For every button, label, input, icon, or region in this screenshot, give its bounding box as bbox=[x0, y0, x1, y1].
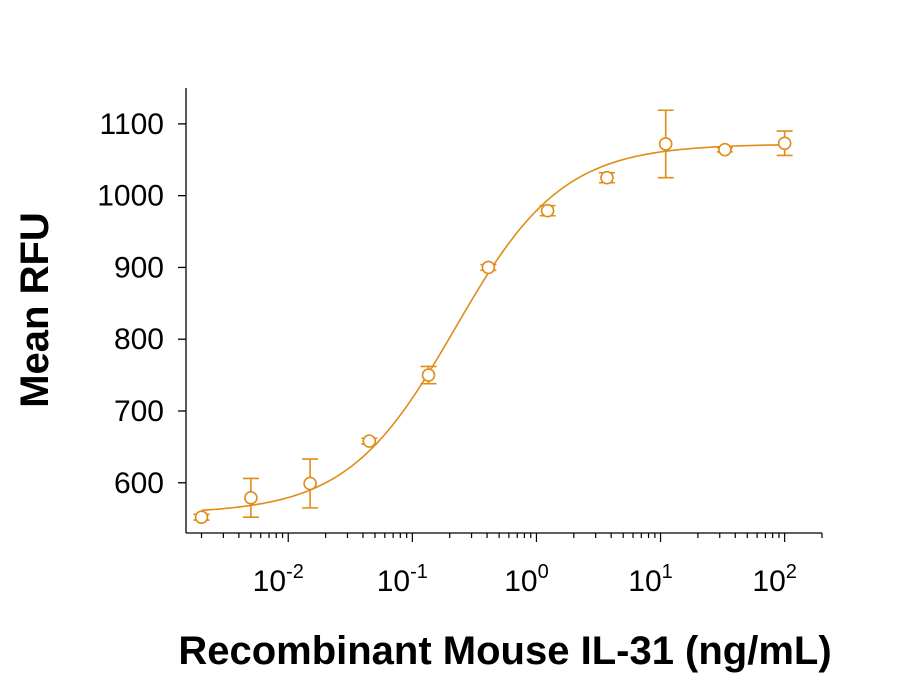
y-tick-label: 600 bbox=[114, 467, 164, 500]
point-marker bbox=[244, 491, 258, 505]
data-point bbox=[776, 130, 793, 157]
x-tick-base: 10 bbox=[377, 565, 410, 598]
x-tick-exponent: 1 bbox=[662, 561, 673, 583]
point-marker bbox=[600, 170, 614, 185]
x-tick-base: 10 bbox=[504, 565, 537, 598]
point-marker bbox=[777, 136, 792, 151]
y-tick-label: 800 bbox=[114, 323, 164, 356]
x-tick-label: 10-2 bbox=[253, 561, 304, 598]
x-tick-label: 101 bbox=[628, 561, 673, 598]
point-marker bbox=[658, 137, 673, 151]
x-tick-label: 100 bbox=[504, 561, 549, 598]
fit-curve bbox=[201, 144, 785, 512]
x-tick-label: 10-1 bbox=[377, 561, 428, 598]
y-tick-label: 1000 bbox=[97, 180, 164, 213]
x-tick-base: 10 bbox=[253, 565, 286, 598]
point-marker bbox=[481, 260, 496, 275]
data-point bbox=[480, 260, 497, 275]
axes bbox=[185, 88, 822, 534]
point-marker bbox=[718, 142, 732, 157]
x-tick-exponent: -1 bbox=[410, 561, 428, 583]
point-marker bbox=[362, 434, 377, 448]
x-tick-exponent: -2 bbox=[286, 561, 304, 583]
y-axis-title: Mean RFU bbox=[13, 212, 57, 408]
data-point bbox=[242, 477, 259, 519]
data-point bbox=[302, 458, 319, 509]
data-point bbox=[539, 203, 556, 218]
data-points bbox=[193, 109, 793, 525]
data-point bbox=[361, 434, 378, 448]
y-tick-label: 1100 bbox=[99, 108, 164, 141]
data-point bbox=[420, 365, 437, 385]
data-point bbox=[193, 510, 210, 525]
data-point bbox=[598, 170, 615, 185]
data-point bbox=[657, 109, 674, 179]
y-axis-ticks: 600 700 800 900 1000 1100 bbox=[97, 108, 186, 500]
x-tick-exponent: 2 bbox=[786, 561, 797, 583]
point-marker bbox=[194, 510, 209, 525]
y-tick-label: 900 bbox=[114, 251, 164, 284]
point-marker bbox=[540, 203, 555, 218]
point-marker bbox=[303, 476, 317, 491]
x-tick-base: 10 bbox=[752, 565, 785, 598]
y-tick-label: 700 bbox=[114, 395, 164, 428]
x-tick-label: 102 bbox=[752, 561, 797, 598]
point-marker bbox=[421, 368, 436, 382]
x-axis-title: Recombinant Mouse IL-31 (ng/mL) bbox=[178, 629, 831, 673]
data-point bbox=[716, 142, 733, 157]
x-tick-exponent: 0 bbox=[538, 561, 549, 583]
x-axis-ticks: 10-2 10-1 100 101 102 bbox=[200, 533, 823, 598]
x-tick-base: 10 bbox=[628, 565, 661, 598]
